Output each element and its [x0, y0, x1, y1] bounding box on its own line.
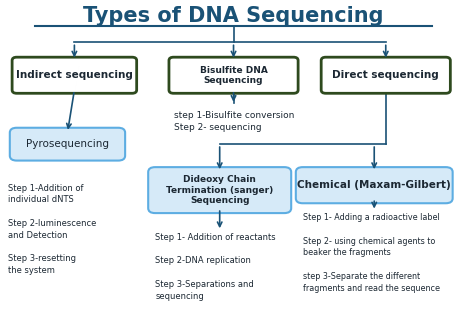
Text: Step 1- Adding a radioactive label

Step 2- using chemical agents to
beaker the : Step 1- Adding a radioactive label Step …	[303, 213, 440, 293]
Text: step 1-Bisulfite conversion
Step 2- sequencing: step 1-Bisulfite conversion Step 2- sequ…	[173, 111, 294, 132]
Text: Types of DNA Sequencing: Types of DNA Sequencing	[83, 6, 384, 26]
Text: Pyrosequencing: Pyrosequencing	[26, 139, 109, 149]
FancyBboxPatch shape	[12, 57, 137, 93]
Text: Chemical (Maxam-Gilbert): Chemical (Maxam-Gilbert)	[297, 180, 451, 190]
FancyBboxPatch shape	[10, 128, 125, 161]
FancyBboxPatch shape	[169, 57, 298, 93]
FancyBboxPatch shape	[148, 167, 291, 213]
Text: Dideoxy Chain
Termination (sanger)
Sequencing: Dideoxy Chain Termination (sanger) Seque…	[166, 175, 273, 205]
Text: Bisulfite DNA
Sequencing: Bisulfite DNA Sequencing	[200, 66, 267, 85]
Text: Step 1-Addition of
individual dNTS

Step 2-luminescence
and Detection

Step 3-re: Step 1-Addition of individual dNTS Step …	[8, 184, 96, 275]
Text: Step 1- Addition of reactants

Step 2-DNA replication

Step 3-Separations and
se: Step 1- Addition of reactants Step 2-DNA…	[155, 233, 276, 301]
Text: Direct sequencing: Direct sequencing	[332, 70, 439, 80]
FancyBboxPatch shape	[296, 167, 453, 203]
Text: Indirect sequencing: Indirect sequencing	[16, 70, 133, 80]
FancyBboxPatch shape	[321, 57, 450, 93]
